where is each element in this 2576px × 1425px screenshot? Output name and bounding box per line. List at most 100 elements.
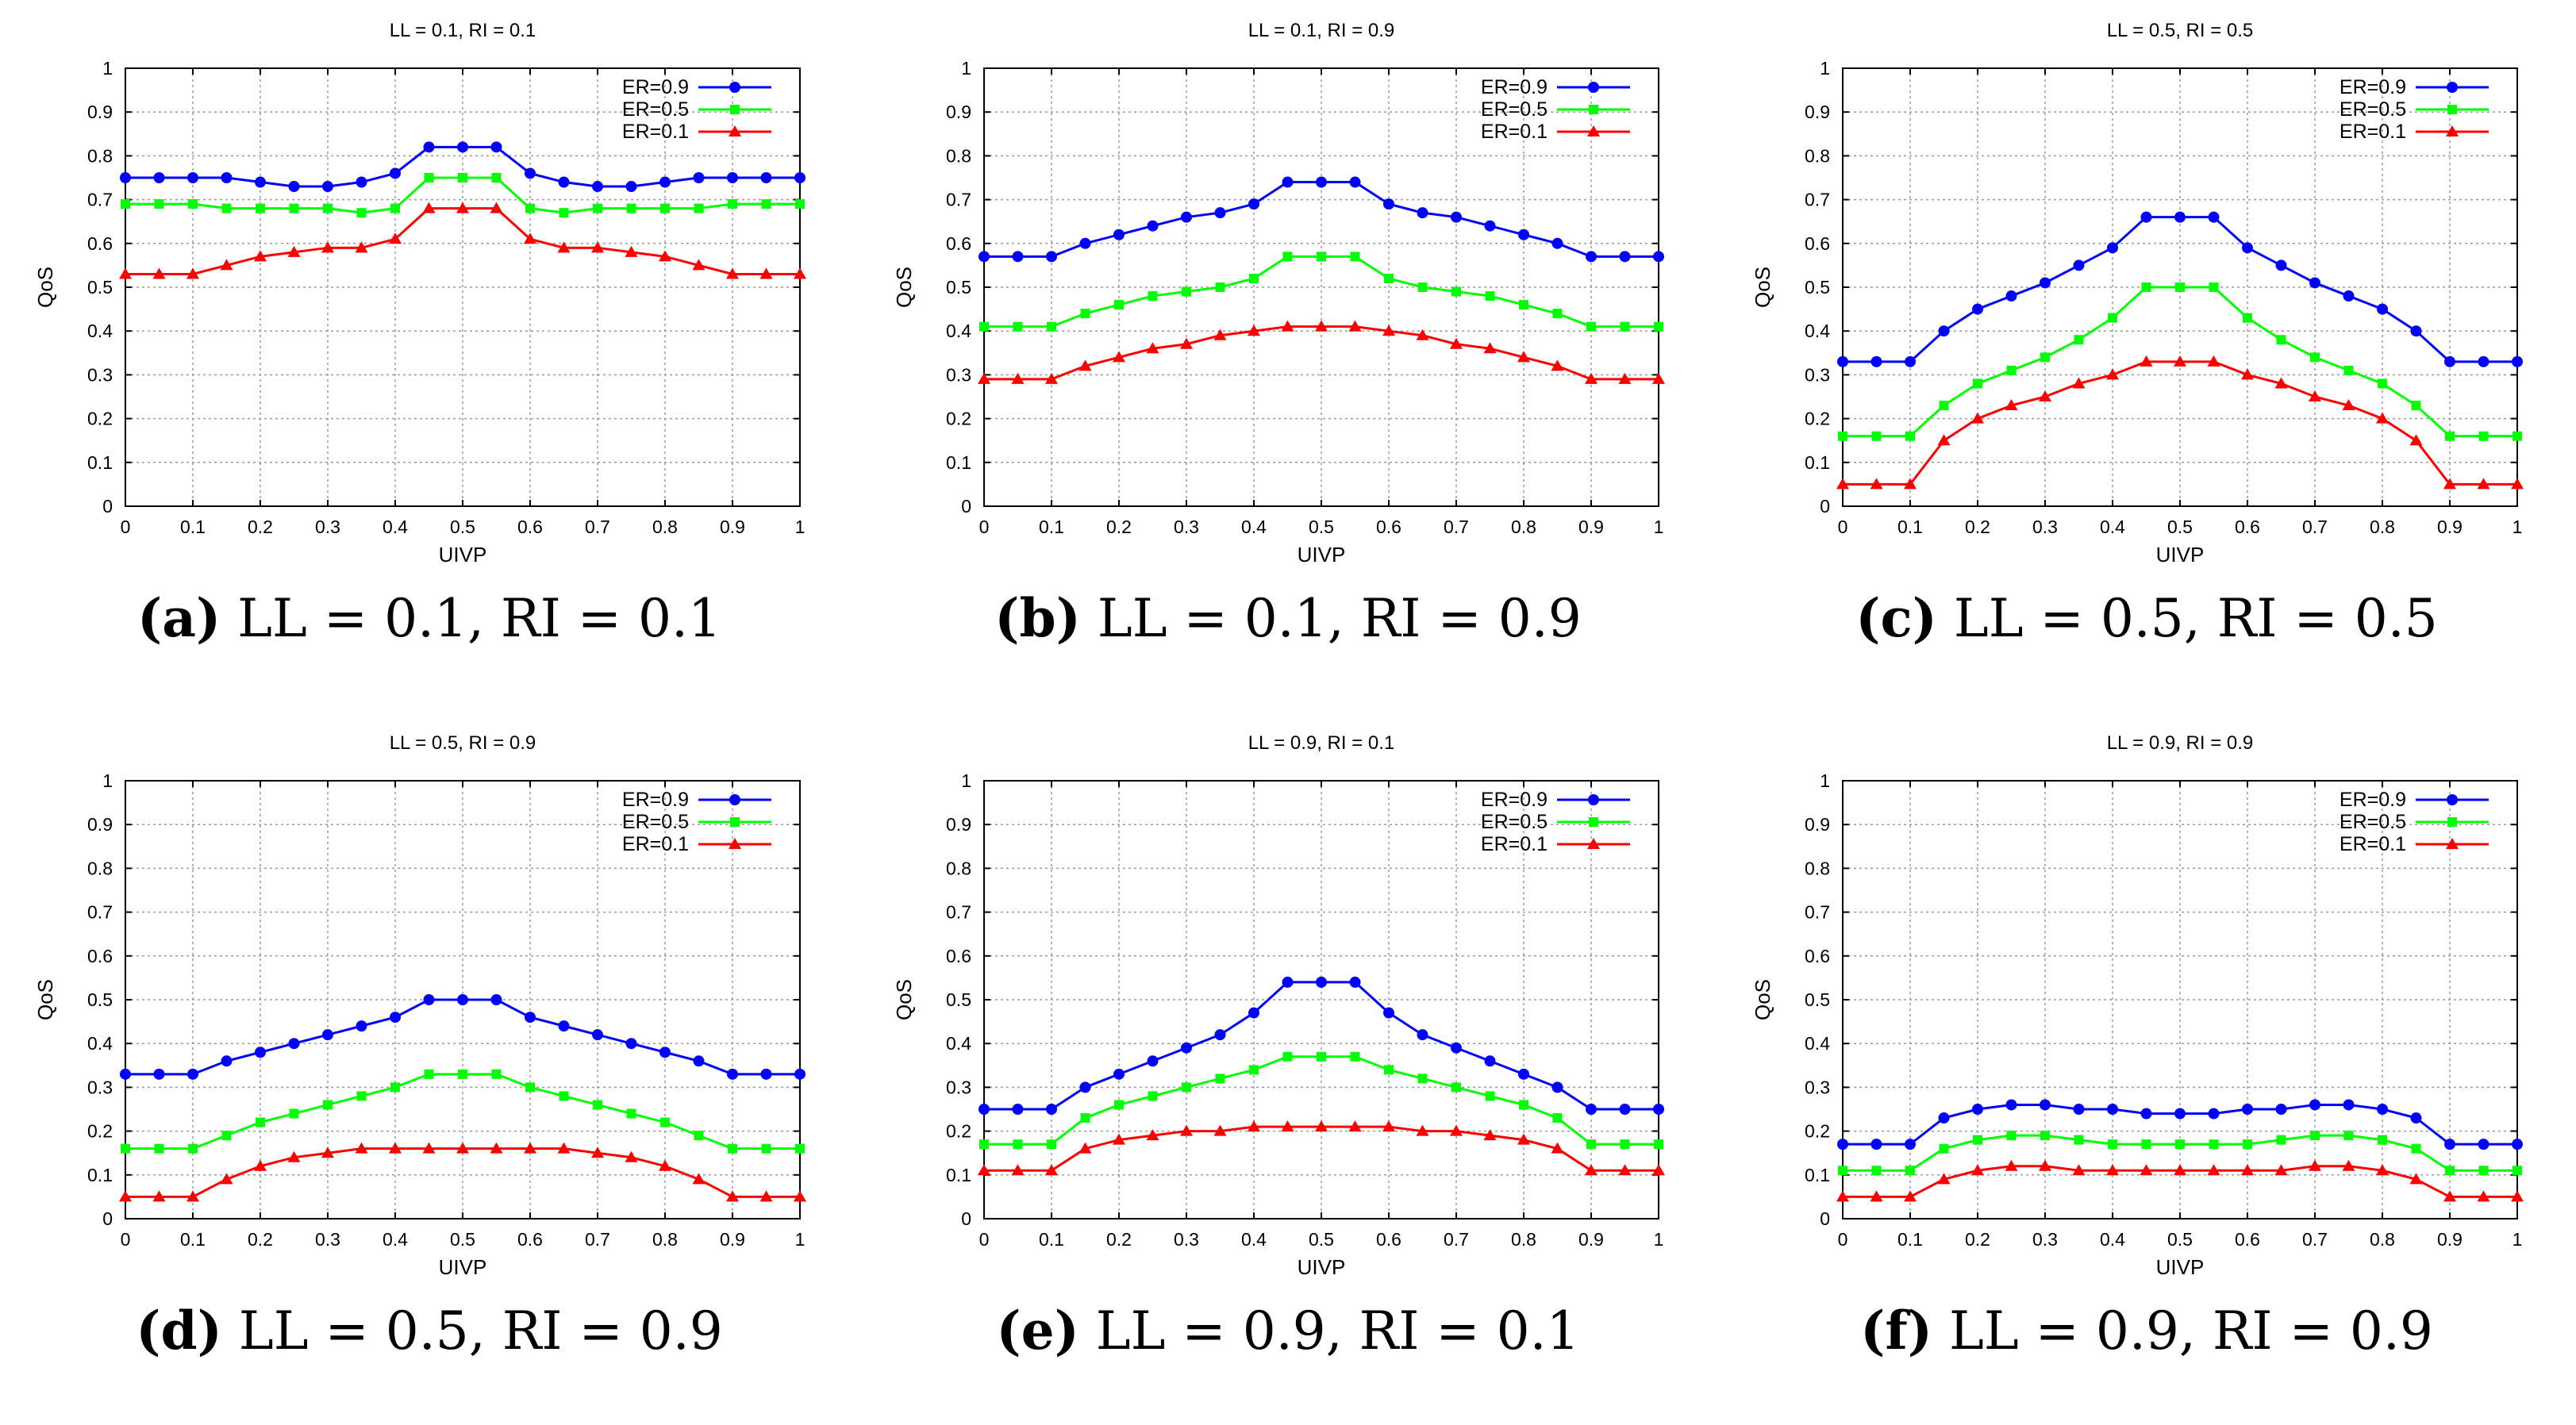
line-chart: 0 0.1 0.2 0.3 0.4 0.5 0.6 0.7 0.8 0.9 1 0 0.1 0.2 0.3 0… xyxy=(892,732,1665,1279)
x-tick-label: 0 xyxy=(1838,1229,1848,1250)
series-ER=0.5 xyxy=(979,1051,1663,1150)
data-point xyxy=(2309,277,2320,289)
data-point xyxy=(1904,1190,1917,1202)
y-tick-label: 0.4 xyxy=(1805,321,1830,341)
data-point xyxy=(1215,1074,1225,1084)
data-point xyxy=(1214,1029,1226,1041)
data-point xyxy=(2445,1166,2455,1176)
data-point xyxy=(1417,207,1428,219)
data-point xyxy=(1315,1120,1328,1132)
data-point xyxy=(1281,320,1294,332)
data-point xyxy=(1870,1139,1882,1150)
y-tick-label: 0.7 xyxy=(946,190,971,210)
data-point xyxy=(2174,1164,2186,1176)
data-point xyxy=(2174,355,2186,367)
caption-text: LL = 0.9, RI = 0.9 xyxy=(1932,1300,2433,1362)
y-tick-label: 0.9 xyxy=(87,814,113,835)
data-point xyxy=(626,1108,636,1119)
y-tick-label: 0.7 xyxy=(946,902,971,923)
legend-marker xyxy=(2447,105,2457,114)
data-point xyxy=(1349,976,1361,988)
data-point xyxy=(1450,1124,1463,1136)
data-point xyxy=(1871,1166,1882,1176)
data-point xyxy=(1483,342,1497,354)
data-point xyxy=(2141,282,2151,292)
data-point xyxy=(1836,1190,1849,1202)
data-point xyxy=(1837,1139,1848,1150)
data-point xyxy=(1281,1120,1294,1132)
data-point xyxy=(1484,1055,1496,1067)
data-point xyxy=(1870,478,1883,490)
chart-panel-6: 0 0.1 0.2 0.3 0.4 0.5 0.6 0.7 0.8 0.9 1 0 0.1 0.2 0.3 0… xyxy=(1717,712,2576,1425)
x-tick-label: 0.8 xyxy=(652,517,678,537)
data-point xyxy=(979,1139,989,1150)
data-point xyxy=(1383,1007,1394,1019)
figure-caption: (d) LL = 0.5, RI = 0.9 xyxy=(0,1300,859,1362)
x-tick-label: 0.2 xyxy=(248,517,273,537)
x-tick-label: 1 xyxy=(1654,517,1664,537)
data-point xyxy=(287,245,301,257)
data-point xyxy=(2107,1104,2118,1115)
data-point xyxy=(1282,976,1294,988)
data-point xyxy=(1519,1100,1528,1110)
data-point xyxy=(186,267,199,279)
data-point xyxy=(2040,1131,2050,1141)
data-point xyxy=(2409,1173,2423,1185)
data-point xyxy=(978,1164,990,1176)
data-point xyxy=(1080,1113,1090,1123)
chart-panel-3: 0 0.1 0.2 0.3 0.4 0.5 0.6 0.7 0.8 0.9 1 0 0.1 0.2 0.3 0… xyxy=(1717,0,2576,712)
data-point xyxy=(659,1159,671,1171)
data-point xyxy=(2310,352,2320,363)
x-tick-label: 0.7 xyxy=(1444,517,1469,537)
x-tick-label: 0.2 xyxy=(1106,517,1132,537)
data-point xyxy=(525,167,536,179)
data-point xyxy=(558,176,570,188)
data-point xyxy=(693,1055,705,1067)
x-tick-label: 0.2 xyxy=(1965,1229,1990,1250)
x-tick-label: 1 xyxy=(795,517,805,537)
data-point xyxy=(1619,1104,1631,1115)
data-point xyxy=(1450,337,1463,349)
data-point xyxy=(152,267,166,279)
legend-marker xyxy=(730,817,740,827)
data-point xyxy=(1078,359,1092,371)
data-point xyxy=(1484,220,1496,232)
data-point xyxy=(1905,1139,1916,1150)
series-ER=0.1 xyxy=(1836,1159,2524,1202)
data-point xyxy=(794,267,806,279)
data-point xyxy=(1905,355,1916,367)
x-tick-label: 0.2 xyxy=(1965,517,1990,537)
data-point xyxy=(660,203,670,213)
data-point xyxy=(1349,176,1361,188)
data-point xyxy=(321,241,334,253)
data-point xyxy=(1551,1142,1564,1154)
x-tick-label: 0 xyxy=(121,1229,131,1250)
data-point xyxy=(490,141,502,153)
data-point xyxy=(2241,368,2254,380)
data-point xyxy=(2174,1108,2186,1120)
data-point xyxy=(2477,478,2490,490)
legend-label: ER=0.5 xyxy=(622,98,689,121)
data-point xyxy=(1147,220,1159,232)
chart-title: LL = 0.5, RI = 0.5 xyxy=(2107,20,2254,41)
data-point xyxy=(1551,359,1564,371)
data-point xyxy=(659,176,671,188)
data-point xyxy=(457,141,468,153)
data-point xyxy=(559,1091,569,1101)
data-point xyxy=(592,1029,603,1041)
x-tick-label: 0.1 xyxy=(1897,1229,1923,1250)
y-tick-label: 1 xyxy=(1820,58,1830,79)
data-point xyxy=(694,1131,704,1141)
data-point xyxy=(1904,478,1917,490)
series-ER=0.9 xyxy=(1837,211,2523,367)
data-point xyxy=(2073,259,2085,271)
chart-title: LL = 0.9, RI = 0.9 xyxy=(2107,732,2254,754)
y-tick-label: 0.7 xyxy=(87,902,113,923)
data-point xyxy=(422,202,436,213)
data-point xyxy=(187,172,198,183)
data-point xyxy=(2276,335,2286,345)
data-point xyxy=(1451,286,1461,297)
x-tick-label: 0.8 xyxy=(1511,1229,1536,1250)
data-point xyxy=(121,1143,130,1154)
y-tick-label: 0 xyxy=(1820,1208,1830,1229)
